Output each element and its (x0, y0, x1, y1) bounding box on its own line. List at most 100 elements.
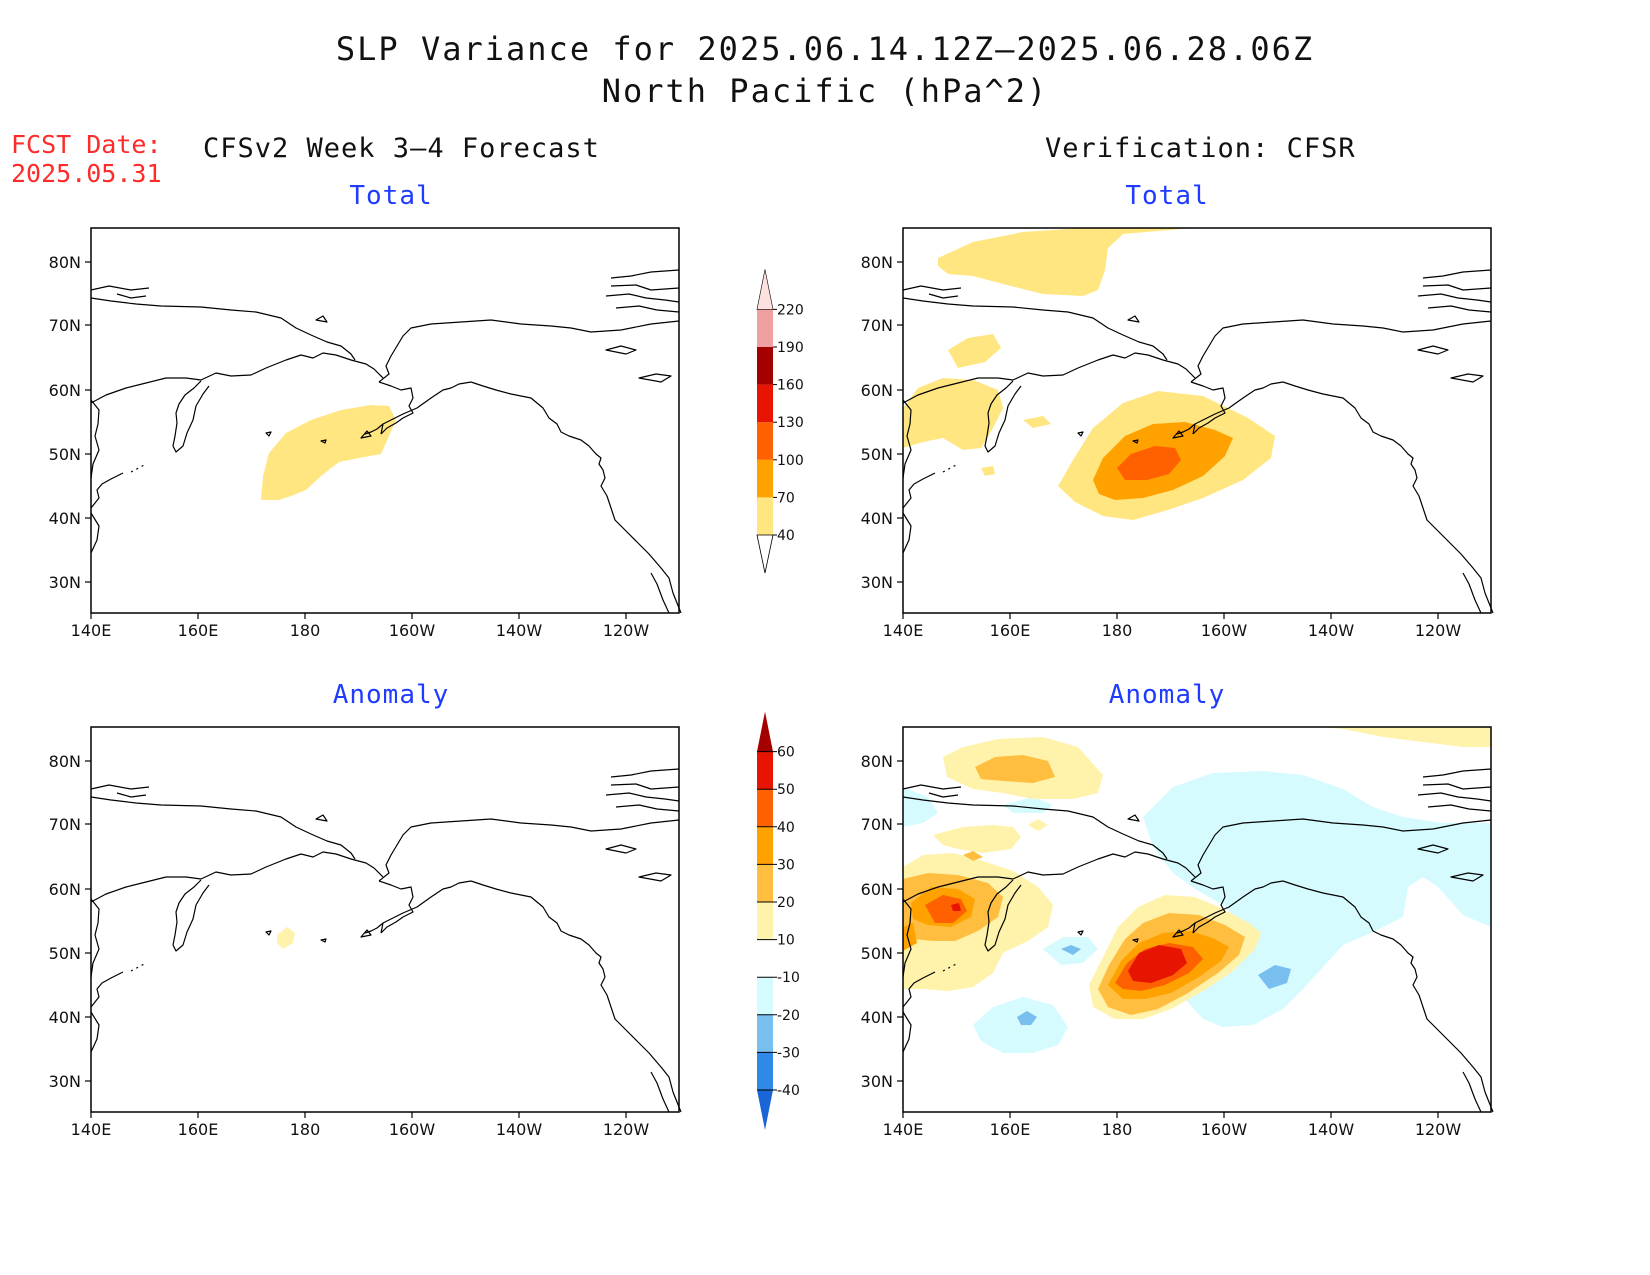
colorbar-anomaly-label: 40 (777, 820, 795, 836)
colorbar-total-label: 100 (777, 453, 804, 469)
colorbar-total-swatch (756, 269, 774, 310)
colorbar-total-label: 70 (777, 490, 795, 506)
lon-tick-label: 140W (496, 1120, 543, 1139)
colorbar-total-swatch (757, 422, 773, 460)
lon-tick-label: 160W (389, 621, 436, 640)
colorbar-anomaly-swatch (757, 751, 773, 790)
colorbar-total-label: 130 (777, 415, 804, 431)
lon-tick-label: 160W (1201, 621, 1248, 640)
verification-anomaly-contours (903, 727, 1491, 1053)
main-subtitle: North Pacific (hPa^2) (601, 72, 1049, 110)
main-title: SLP Variance for 2025.06.14.12Z—2025.06.… (335, 30, 1315, 68)
colorbar-total-swatch (757, 384, 773, 423)
forecast-anomaly-contours (277, 927, 295, 949)
colorbar-total-label: 40 (777, 528, 795, 544)
lat-tick-label: 80N (861, 752, 893, 771)
colorbar-anomaly-label: 60 (777, 745, 795, 761)
colorbar-total-label: 190 (777, 340, 804, 356)
colorbar-total-swatch (757, 497, 773, 535)
lat-tick-label: 40N (49, 509, 81, 528)
lat-tick-label: 50N (49, 445, 81, 464)
lat-tick-label: 30N (49, 573, 81, 592)
panel-forecast-anomaly (84, 726, 682, 1119)
colorbar-anomaly: -40 -30 -20 -10 10 20 30 40 50 60 (757, 711, 800, 1130)
panel-title-forecast-anomaly: Anomaly (332, 680, 450, 710)
lat-tick-label: 30N (861, 1072, 893, 1091)
lat-tick-label: 80N (49, 253, 81, 272)
lon-tick-label: 180 (1102, 1120, 1133, 1139)
forecast-total-contours (261, 405, 396, 500)
lat-tick-label: 50N (49, 944, 81, 963)
lat-tick-label: 80N (861, 253, 893, 272)
lon-tick-label: 120W (1415, 1120, 1462, 1139)
lon-tick-label: 140E (71, 621, 112, 640)
colorbar-anomaly-label: 10 (777, 933, 795, 949)
fcst-date-label: FCST Date: (11, 130, 162, 159)
colorbar-anomaly-swatch (757, 1052, 773, 1090)
lon-tick-label: 180 (1102, 621, 1133, 640)
colorbar-total-swatch (757, 459, 773, 498)
lon-tick-label: 140W (1308, 621, 1355, 640)
panel-title-verification-anomaly: Anomaly (1108, 680, 1226, 710)
colorbar-anomaly-swatch (757, 902, 773, 940)
lat-tick-label: 80N (49, 752, 81, 771)
colorbar-anomaly-swatch (757, 939, 773, 978)
lon-tick-label: 120W (1415, 621, 1462, 640)
colorbar-total-lower-arrow (756, 534, 774, 574)
lat-tick-label: 70N (49, 316, 81, 335)
colorbar-anomaly-swatch (757, 789, 773, 827)
lat-tick-label: 30N (49, 1072, 81, 1091)
colorbar-anomaly-label: -30 (777, 1045, 800, 1061)
lat-tick-label: 50N (861, 445, 893, 464)
lon-tick-label: 140E (883, 621, 924, 640)
lon-tick-label: 120W (603, 621, 650, 640)
lon-tick-label: 140E (883, 1120, 924, 1139)
colorbar-anomaly-swatch (757, 711, 773, 752)
panel-forecast-total (84, 227, 682, 620)
colorbar-anomaly-swatch (757, 1090, 773, 1130)
colorbar-anomaly-label: 20 (777, 895, 795, 911)
lon-tick-label: 180 (290, 621, 321, 640)
colorbar-anomaly-label: -10 (777, 970, 800, 986)
lon-tick-label: 140E (71, 1120, 112, 1139)
lon-tick-label: 160E (178, 1120, 219, 1139)
lon-tick-label: 140W (1308, 1120, 1355, 1139)
panel-verification-anomaly (896, 726, 1494, 1119)
lat-tick-label: 60N (861, 381, 893, 400)
fcst-date-value: 2025.05.31 (11, 159, 162, 188)
panel-title-verification-total: Total (1125, 181, 1209, 211)
colorbar-total-swatch (757, 309, 773, 347)
colorbar-anomaly-swatch (757, 1014, 773, 1053)
lat-tick-label: 70N (861, 316, 893, 335)
lat-tick-label: 60N (861, 880, 893, 899)
colorbar-anomaly-label: -40 (777, 1083, 800, 1099)
lat-tick-label: 40N (861, 509, 893, 528)
lat-tick-label: 60N (49, 880, 81, 899)
lat-tick-label: 60N (49, 381, 81, 400)
colorbar-anomaly-swatch (757, 826, 773, 865)
lat-tick-label: 70N (861, 815, 893, 834)
lon-tick-label: 180 (290, 1120, 321, 1139)
lat-tick-label: 30N (861, 573, 893, 592)
lon-tick-label: 160W (1201, 1120, 1248, 1139)
lat-tick-label: 70N (49, 815, 81, 834)
panel-verification-total (896, 227, 1494, 620)
axis-labels: 140E 160E 180 160W 140W 120W 80N 70N 60N 50N 40N 30… (49, 253, 1462, 1139)
column-title-forecast: CFSv2 Week 3—4 Forecast (203, 133, 600, 164)
lon-tick-label: 120W (603, 1120, 650, 1139)
colorbar-anomaly-swatch (757, 977, 773, 1015)
colorbar-total-label: 220 (777, 302, 804, 318)
verification-total-contours (903, 228, 1275, 520)
column-title-verification: Verification: CFSR (1045, 133, 1356, 164)
lat-tick-label: 40N (861, 1008, 893, 1027)
colorbar-anomaly-label: -20 (777, 1008, 800, 1024)
panel-title-forecast-total: Total (349, 181, 433, 211)
lon-tick-label: 160E (990, 621, 1031, 640)
colorbar-total: 40 70 100 130 160 190 220 (756, 269, 804, 574)
colorbar-total-label: 160 (777, 378, 804, 394)
colorbar-anomaly-swatch (757, 864, 773, 902)
lon-tick-label: 160W (389, 1120, 436, 1139)
colorbar-anomaly-label: 30 (777, 857, 795, 873)
lat-tick-label: 50N (861, 944, 893, 963)
